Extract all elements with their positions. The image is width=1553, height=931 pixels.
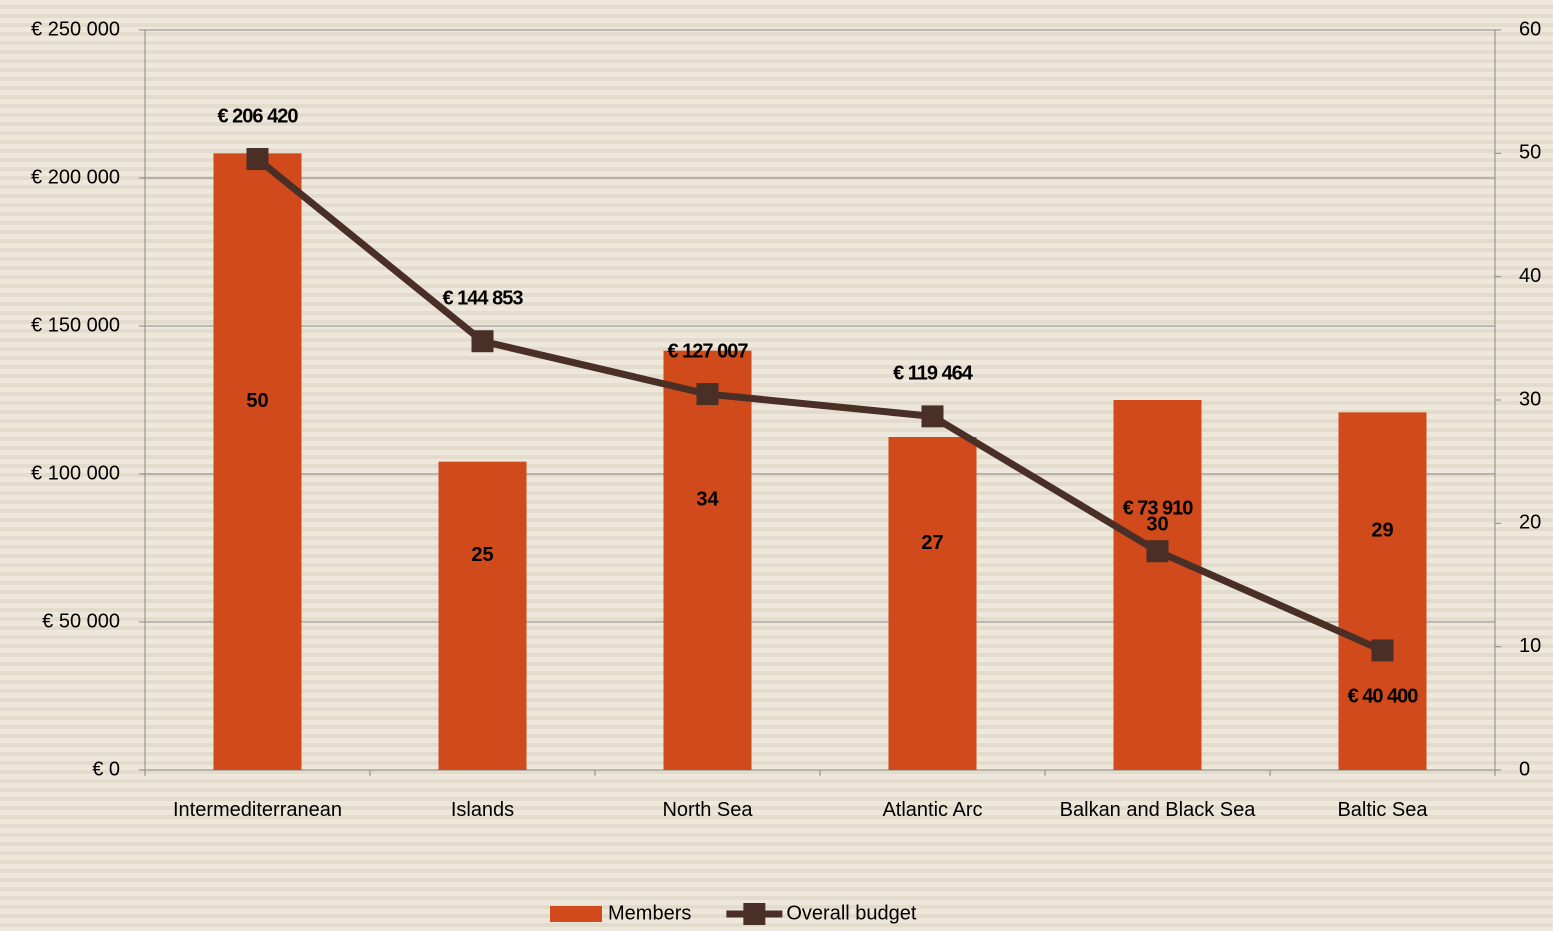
marker	[471, 330, 494, 353]
y-tick-label: € 0	[92, 758, 120, 780]
x-label-box: Baltic Sea	[1337, 799, 1428, 821]
y2-tick-label: 0	[1519, 758, 1530, 780]
data-label: 29	[1371, 519, 1393, 541]
x-label-box: North Sea	[662, 799, 753, 821]
x-tick-label: Baltic Sea	[1337, 799, 1428, 821]
y-tick-label: € 200 000	[31, 166, 120, 188]
line	[255, 156, 1384, 654]
data-label: € 206 420	[218, 105, 299, 127]
data-label: 27	[921, 532, 943, 554]
x-label-box: Atlantic Arc	[882, 799, 983, 821]
x-tick-label: Islands	[450, 799, 515, 821]
data-label: 30	[1146, 513, 1168, 535]
y2-tick-label: 30	[1519, 388, 1541, 410]
y2-tick-label: 20	[1519, 512, 1541, 534]
marker	[1146, 540, 1169, 563]
legend-label: Overall budget	[786, 902, 917, 924]
bar	[1113, 400, 1202, 770]
bar	[1338, 412, 1427, 770]
bar	[888, 437, 977, 770]
y-tick-label: € 150 000	[31, 314, 120, 336]
y2-tick-label: 60	[1519, 18, 1541, 40]
marker	[921, 405, 944, 428]
data-label: 34	[696, 489, 719, 511]
data-label: € 127 007	[668, 340, 749, 362]
y-tick-label: € 250 000	[31, 18, 120, 40]
y-tick-label: € 100 000	[31, 462, 120, 484]
x-label-box: Intermediterranean	[173, 799, 342, 821]
x-tick-label: Intermediterranean	[173, 799, 342, 821]
x-tick-label: Atlantic Arc	[882, 799, 983, 821]
legend-swatch	[550, 906, 602, 922]
data-label: € 144 853	[443, 288, 524, 310]
y2-tick-label: 10	[1519, 635, 1541, 657]
marker	[1371, 639, 1394, 662]
bar	[663, 350, 752, 770]
x-label-box: Islands	[450, 799, 515, 821]
legend-marker	[743, 903, 766, 925]
data-label: € 119 464	[893, 363, 974, 385]
x-tick-label: North Sea	[662, 799, 753, 821]
bar	[438, 461, 527, 770]
y-tick-label: € 50 000	[42, 610, 120, 632]
y2-tick-label: 50	[1519, 142, 1541, 164]
data-label: 50	[246, 390, 268, 412]
y2-tick-label: 40	[1519, 265, 1541, 287]
x-tick-label: Balkan and Black Sea	[1059, 799, 1256, 821]
data-label: € 40 400	[1348, 686, 1419, 708]
bar	[213, 153, 302, 771]
data-label: 25	[471, 544, 493, 566]
x-label-box: Balkan and Black Sea	[1059, 799, 1256, 821]
marker	[246, 147, 269, 170]
marker	[696, 383, 719, 406]
data-label: € 73 910	[1123, 498, 1194, 520]
legend-label: Members	[608, 902, 691, 924]
